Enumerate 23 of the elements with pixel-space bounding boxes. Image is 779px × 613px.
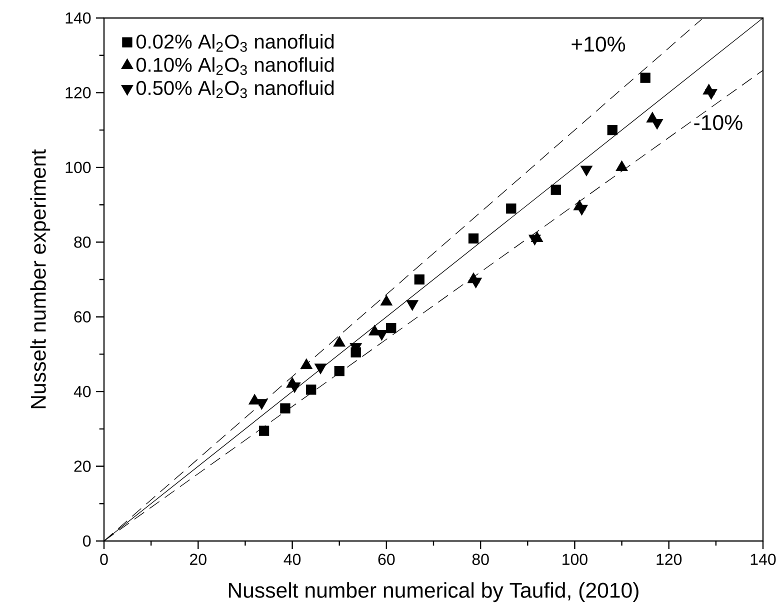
y-tick-label: 20: [74, 460, 91, 472]
legend-label: 0.10% Al$_{2}$O$_{3}$ nanofluid: [136, 57, 334, 76]
y-tick-label: 60: [74, 311, 91, 322]
y-tick-label: 100: [66, 162, 91, 174]
x-tick-label: 0: [100, 554, 108, 566]
x-tick-label: 60: [378, 554, 395, 566]
y-tick-label: 0: [83, 535, 91, 547]
x-tick-label: 100: [562, 554, 588, 566]
x-axis-title: Nusselt number numerical by Taufid, (2010): [228, 582, 638, 602]
x-tick-label: 20: [190, 554, 206, 566]
x-tick-label: 140: [750, 554, 776, 566]
y-tick-label: 80: [74, 236, 91, 248]
x-tick-label: 80: [472, 554, 489, 566]
legend-label: 0.50% Al$_{2}$O$_{3}$ nanofluid: [136, 80, 334, 98]
y-tick-label: 140: [66, 12, 91, 24]
y-axis-title: Nusselt number experiment: [30, 149, 50, 408]
annotation: +10%: [572, 36, 626, 52]
x-tick-label: 120: [656, 554, 682, 566]
annotation: -10%: [694, 115, 742, 130]
legend-label: 0.02% Al$_{2}$O$_{3}$ nanofluid: [136, 34, 334, 52]
y-tick-label: 40: [74, 386, 91, 398]
x-tick-label: 40: [284, 554, 301, 566]
y-tick-label: 120: [66, 87, 91, 98]
